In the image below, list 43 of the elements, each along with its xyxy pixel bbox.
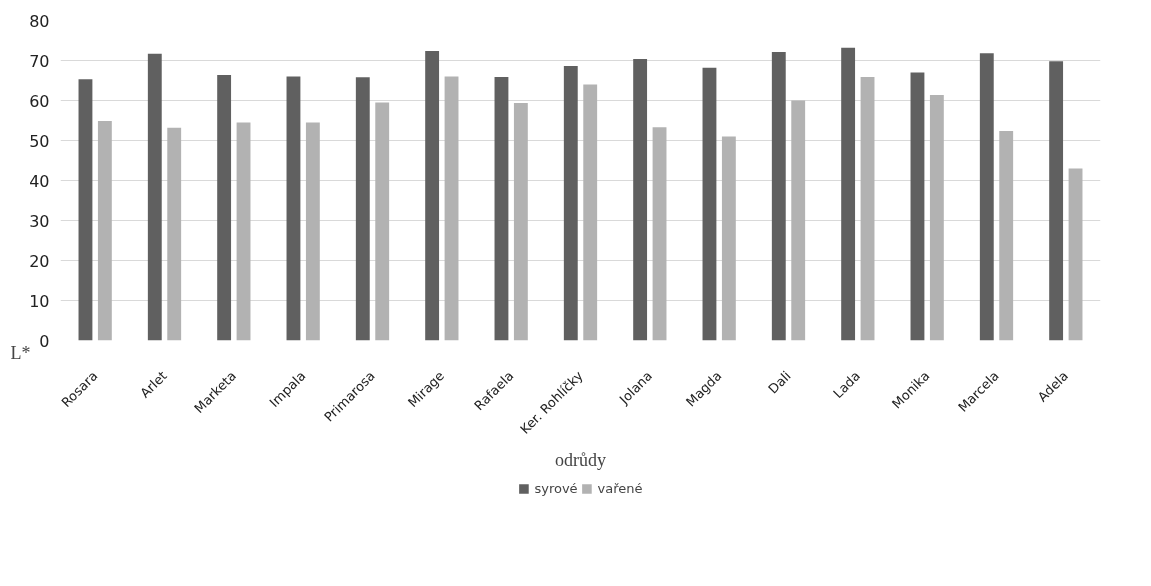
bar (236, 122, 251, 341)
bar (1049, 61, 1064, 341)
bar (1068, 168, 1083, 341)
bar (444, 76, 459, 341)
legend-label: syrové (534, 480, 578, 496)
bar (583, 84, 598, 341)
y-tick-label: 80 (29, 11, 50, 31)
bar (721, 136, 736, 341)
y-tick-label: 0 (39, 331, 50, 351)
y-tick-label: 10 (29, 291, 50, 311)
bar (97, 120, 112, 341)
bar (425, 50, 440, 341)
bar (860, 76, 875, 341)
y-tick-label: 70 (29, 51, 50, 71)
y-tick-label: 30 (29, 211, 50, 231)
bar (513, 102, 528, 341)
bar (494, 76, 509, 341)
bar (355, 77, 370, 341)
y-tick-label: 60 (29, 91, 50, 111)
bar (652, 127, 667, 341)
y-tick-label: 50 (29, 131, 50, 151)
legend-label: vařené (597, 480, 643, 496)
bar (217, 74, 232, 341)
bar (702, 67, 717, 341)
bar (78, 79, 93, 341)
x-axis-title: odrůdy (555, 450, 606, 471)
bar (910, 72, 925, 341)
bar (305, 122, 320, 341)
y-tick-label: 40 (29, 171, 50, 191)
bar (286, 76, 301, 341)
y-tick-label: 20 (29, 251, 50, 271)
bar (147, 53, 162, 341)
bar (929, 94, 944, 341)
bar (771, 52, 786, 341)
bar (979, 53, 994, 341)
bar (563, 66, 578, 341)
bar (999, 130, 1014, 341)
bar (841, 47, 856, 341)
bar (633, 58, 648, 341)
bar (167, 127, 182, 341)
bar (375, 102, 390, 341)
bar (791, 100, 806, 341)
y-axis-title: L* (10, 342, 31, 363)
